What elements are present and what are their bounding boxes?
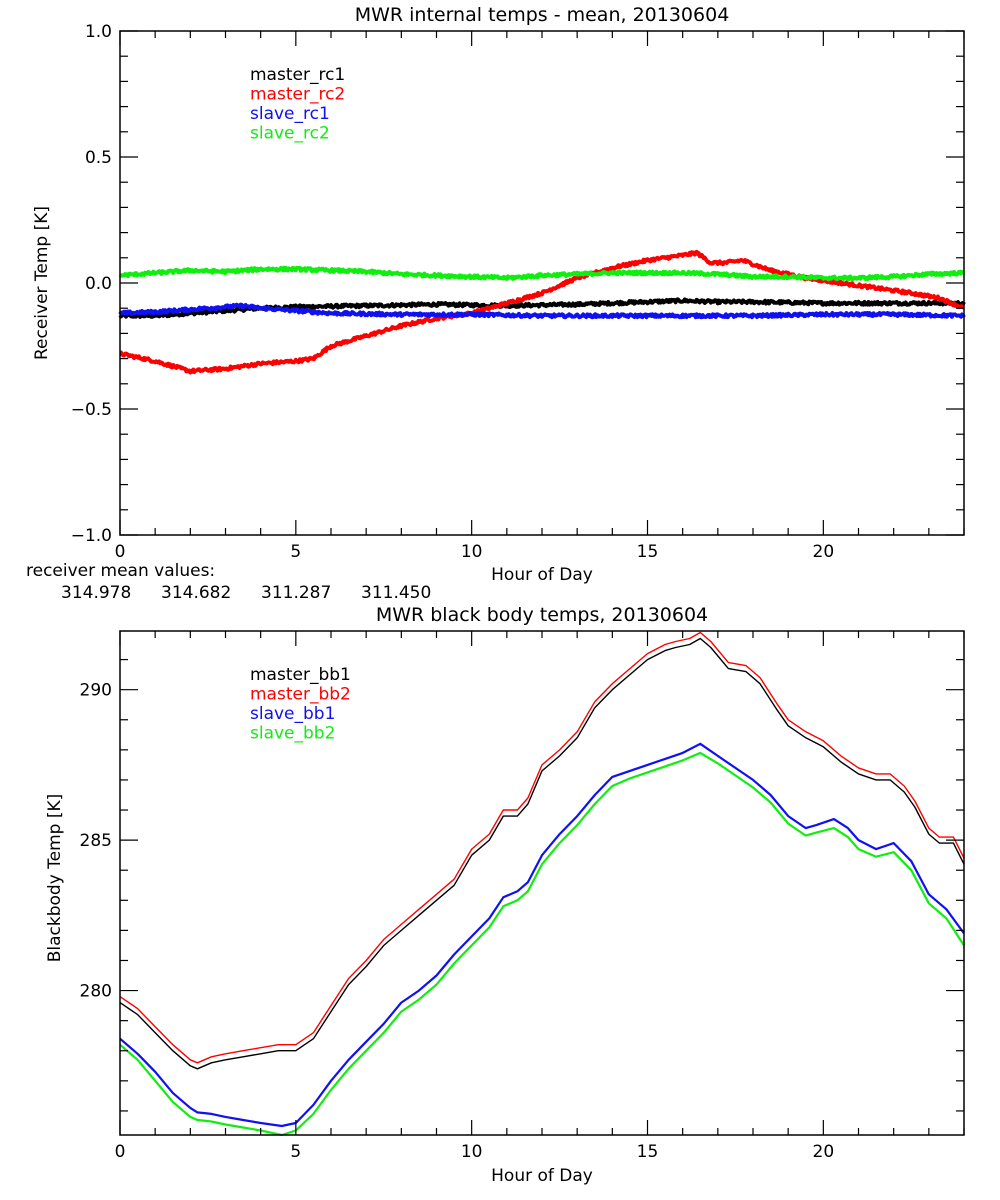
legend-entry-slave-bb2: slave_bb2 bbox=[250, 724, 335, 744]
x-tick-label: 0 bbox=[115, 542, 126, 562]
y-tick-labels: 280 285 290 bbox=[80, 681, 112, 1002]
axis-ticks bbox=[119, 631, 965, 1135]
y-axis-label: Receiver Temp [K] bbox=[32, 206, 52, 360]
x-axis-label: Hour of Day bbox=[491, 1166, 593, 1186]
y-tick-label: 290 bbox=[80, 681, 112, 701]
y-tick-label: 0.0 bbox=[85, 274, 112, 294]
mean-values-label: receiver mean values: bbox=[26, 561, 215, 581]
chart-title: MWR internal temps - mean, 20130604 bbox=[355, 4, 730, 26]
legend-entry-master-rc2: master_rc2 bbox=[250, 85, 345, 105]
x-tick-label: 20 bbox=[813, 542, 835, 562]
x-tick-label: 20 bbox=[813, 1142, 835, 1162]
x-axis-label: Hour of Day bbox=[491, 565, 593, 585]
x-tick-label: 10 bbox=[461, 542, 483, 562]
blackbody-temp-chart: MWR black body temps, 20130604 0 5 10 15 20 … bbox=[45, 604, 965, 1186]
x-tick-labels: 0 5 10 15 20 bbox=[115, 1142, 835, 1162]
legend-entry-slave-rc1: slave_rc1 bbox=[250, 104, 330, 124]
mean-value-slave-rc2: 311.450 bbox=[361, 583, 431, 603]
legend-entry-slave-rc2: slave_rc2 bbox=[250, 124, 330, 144]
x-tick-label: 5 bbox=[290, 1142, 301, 1162]
axis-ticks bbox=[119, 30, 965, 536]
mean-values-annotation: receiver mean values: 314.978 314.682 31… bbox=[26, 561, 431, 603]
x-tick-label: 15 bbox=[637, 542, 659, 562]
series-line-master-bb1 bbox=[119, 637, 965, 1070]
legend-entry-master-bb1: master_bb1 bbox=[250, 665, 351, 685]
legend-entry-slave-bb1: slave_bb1 bbox=[250, 704, 335, 724]
x-tick-labels: 0 5 10 15 20 bbox=[115, 542, 835, 562]
series-group bbox=[119, 631, 965, 1137]
mean-value-master-rc2: 314.682 bbox=[161, 583, 231, 603]
legend-entry-master-bb2: master_bb2 bbox=[250, 685, 351, 705]
series-line-slave-rc1 bbox=[118, 302, 966, 320]
mean-value-master-rc1: 314.978 bbox=[61, 583, 131, 603]
y-tick-label: −0.5 bbox=[71, 400, 112, 420]
y-tick-label: 285 bbox=[80, 831, 112, 851]
y-tick-labels: −1.0 −0.5 0.0 0.5 1.0 bbox=[71, 22, 112, 546]
chart-title: MWR black body temps, 20130604 bbox=[376, 604, 708, 626]
y-tick-label: 0.5 bbox=[85, 148, 112, 168]
y-tick-label: 1.0 bbox=[85, 22, 112, 42]
x-tick-label: 5 bbox=[290, 542, 301, 562]
x-tick-label: 0 bbox=[115, 1142, 126, 1162]
series-line-slave-bb1 bbox=[119, 742, 965, 1128]
series-line-master-bb2 bbox=[119, 631, 965, 1064]
x-tick-label: 15 bbox=[637, 1142, 659, 1162]
plot-frame bbox=[119, 630, 965, 1136]
x-tick-label: 10 bbox=[461, 1142, 483, 1162]
mean-value-slave-rc1: 311.287 bbox=[261, 583, 331, 603]
series-line-slave-bb2 bbox=[119, 751, 965, 1137]
series-line-slave-rc2 bbox=[118, 265, 965, 282]
receiver-temp-chart: MWR internal temps - mean, 20130604 0 5 10… bbox=[32, 4, 966, 585]
y-tick-label: 280 bbox=[80, 982, 112, 1002]
series-group bbox=[118, 249, 966, 375]
legend-entry-master-rc1: master_rc1 bbox=[250, 65, 345, 85]
y-tick-label: −1.0 bbox=[71, 526, 112, 546]
y-axis-label: Blackbody Temp [K] bbox=[45, 794, 65, 963]
